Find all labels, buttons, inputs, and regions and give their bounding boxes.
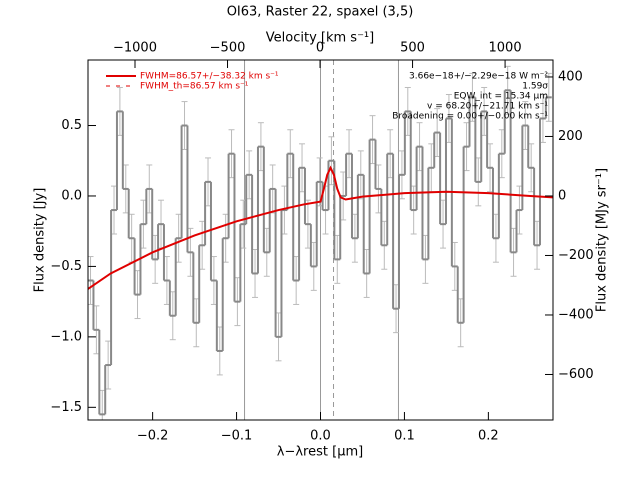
legend-label: FWHM=86.57+/−38.32 km s⁻¹ — [140, 72, 279, 82]
x2-axis-label: Velocity [km s⁻¹] — [266, 31, 374, 46]
chart-title: OI63, Raster 22, spaxel (3,5) — [227, 5, 414, 20]
y2-tick-label: 200 — [558, 129, 583, 144]
y2-axis-label: Flux density [MJy sr⁻¹] — [595, 168, 610, 312]
y2-tick-label: 0 — [558, 188, 566, 203]
y2-tick-label: −200 — [558, 248, 594, 263]
y2-tick-label: −600 — [558, 367, 594, 382]
x-axis-label: λ−λrest [μm] — [277, 445, 363, 460]
x2-tick-label: 500 — [400, 41, 425, 56]
x2-tick-label: −1000 — [113, 41, 157, 56]
y-tick-label: 0.0 — [61, 188, 82, 203]
y-tick-label: −0.5 — [50, 259, 82, 274]
plot-area — [88, 60, 553, 420]
x2-tick-label: −500 — [210, 41, 246, 56]
y-tick-label: −1.0 — [50, 329, 82, 344]
legend-label: FWHM_th=86.57 km s⁻¹ — [140, 82, 249, 92]
y2-tick-label: 400 — [558, 69, 583, 84]
y-tick-label: 0.5 — [61, 118, 82, 133]
x-tick-label: 0.2 — [478, 429, 499, 444]
y-axis-label: Flux density [Jy] — [33, 188, 48, 293]
x2-tick-label: 0 — [316, 41, 324, 56]
annotation: v = 68.20+/−21.71 km s⁻¹ — [427, 102, 548, 112]
y2-tick-label: −400 — [558, 307, 594, 322]
annotation: 3.66e−18+/−2.29e−18 W m⁻² — [409, 72, 548, 82]
x-tick-label: −0.2 — [137, 429, 169, 444]
x2-tick-label: 1000 — [489, 41, 522, 56]
fit-line — [88, 165, 553, 290]
x-tick-label: −0.1 — [221, 429, 253, 444]
y-tick-label: −1.5 — [50, 400, 82, 415]
annotation: EQW_int = 15.34 μm — [454, 92, 548, 102]
x-tick-label: 0.0 — [310, 429, 331, 444]
x-tick-label: 0.1 — [394, 429, 415, 444]
annotation: 1.59σ — [522, 82, 548, 92]
annotation: Broadening = 0.00+/−0.00 km s⁻¹ — [392, 112, 548, 122]
